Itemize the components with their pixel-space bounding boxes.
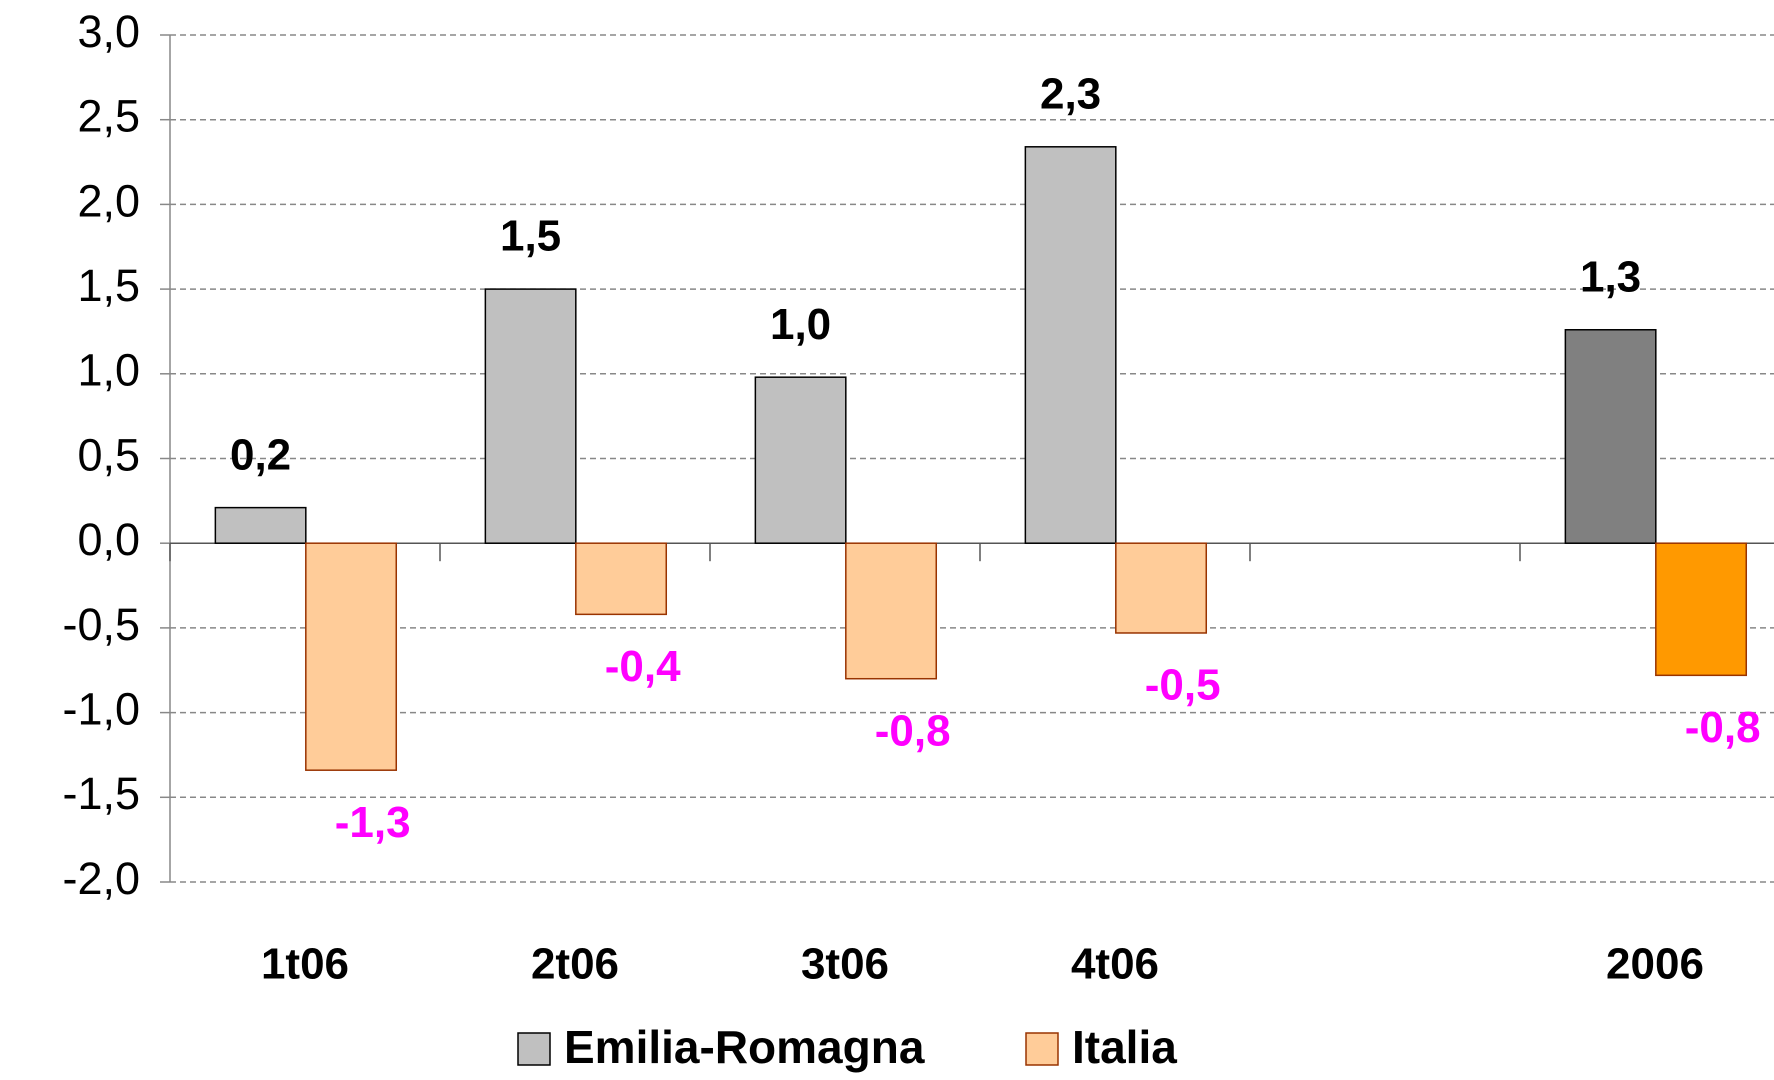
bar bbox=[1024, 146, 1117, 544]
bar bbox=[1115, 542, 1208, 634]
bar bbox=[1564, 329, 1657, 544]
bar bbox=[845, 542, 938, 680]
legend-label: Italia bbox=[1072, 1021, 1177, 1073]
bar bbox=[1655, 542, 1748, 677]
x-tick-label: 2006 bbox=[1606, 940, 1704, 989]
data-label: 1,0 bbox=[770, 300, 831, 349]
legend-swatch bbox=[517, 1032, 551, 1066]
y-tick-label: 1,5 bbox=[77, 260, 140, 311]
y-tick-label: 2,5 bbox=[77, 91, 140, 142]
bar bbox=[484, 288, 577, 544]
data-label: 1,3 bbox=[1580, 252, 1641, 301]
data-label: 0,2 bbox=[230, 430, 291, 479]
y-tick-label: -2,0 bbox=[62, 853, 140, 904]
x-tick-label: 4t06 bbox=[1071, 940, 1159, 989]
y-tick-label: 2,0 bbox=[77, 175, 140, 226]
data-label: 2,3 bbox=[1040, 69, 1101, 118]
data-label: -0,5 bbox=[1145, 661, 1221, 710]
bar bbox=[754, 376, 847, 544]
data-label: -0,8 bbox=[1685, 703, 1761, 752]
y-tick-label: 1,0 bbox=[77, 345, 140, 396]
x-tick-label: 2t06 bbox=[531, 940, 619, 989]
bar bbox=[575, 542, 668, 616]
data-label: 1,5 bbox=[500, 212, 561, 261]
x-tick-label: 3t06 bbox=[801, 940, 889, 989]
y-tick-label: -1,5 bbox=[62, 768, 140, 819]
legend-swatch bbox=[1025, 1032, 1059, 1066]
bar bbox=[214, 506, 307, 544]
data-label: -0,8 bbox=[875, 706, 951, 755]
y-tick-label: 0,5 bbox=[77, 429, 140, 480]
y-tick-label: 0,0 bbox=[77, 514, 140, 565]
y-tick-label: -0,5 bbox=[62, 599, 140, 650]
bar bbox=[305, 542, 398, 771]
data-label: -0,4 bbox=[605, 642, 681, 691]
legend-label: Emilia-Romagna bbox=[564, 1021, 925, 1073]
y-tick-label: 3,0 bbox=[77, 6, 140, 57]
y-tick-label: -1,0 bbox=[62, 683, 140, 734]
x-tick-label: 1t06 bbox=[261, 940, 349, 989]
data-label: -1,3 bbox=[335, 798, 411, 847]
